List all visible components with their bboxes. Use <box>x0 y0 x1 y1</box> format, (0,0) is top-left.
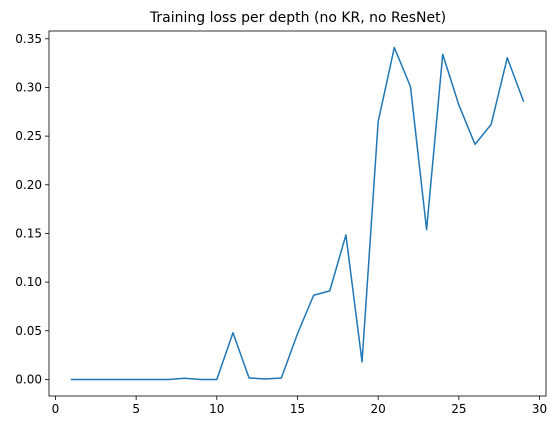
y-tick-label: 0.25 <box>15 129 42 143</box>
x-tick-label: 10 <box>209 402 224 416</box>
x-axis-ticks: 0 5 10 15 20 25 30 <box>52 396 548 416</box>
x-tick-label: 0 <box>52 402 60 416</box>
axes-frame <box>49 31 546 396</box>
y-tick-label: 0.35 <box>15 32 42 46</box>
x-tick-label: 30 <box>532 402 547 416</box>
y-tick-label: 0.05 <box>15 324 42 338</box>
x-tick-label: 20 <box>371 402 386 416</box>
y-axis-ticks: 0.00 0.05 0.10 0.15 0.20 0.25 0.30 0.35 <box>15 32 49 387</box>
x-tick-label: 15 <box>290 402 305 416</box>
y-tick-label: 0.15 <box>15 226 42 240</box>
chart-title: Training loss per depth (no KR, no ResNe… <box>149 10 446 26</box>
x-tick-label: 25 <box>451 402 466 416</box>
y-tick-label: 0.20 <box>15 178 42 192</box>
y-tick-label: 0.10 <box>15 275 42 289</box>
x-tick-label: 5 <box>132 402 140 416</box>
y-tick-label: 0.00 <box>15 372 42 386</box>
series-layer <box>72 48 524 380</box>
series-line <box>72 48 524 380</box>
y-tick-label: 0.30 <box>15 80 42 94</box>
